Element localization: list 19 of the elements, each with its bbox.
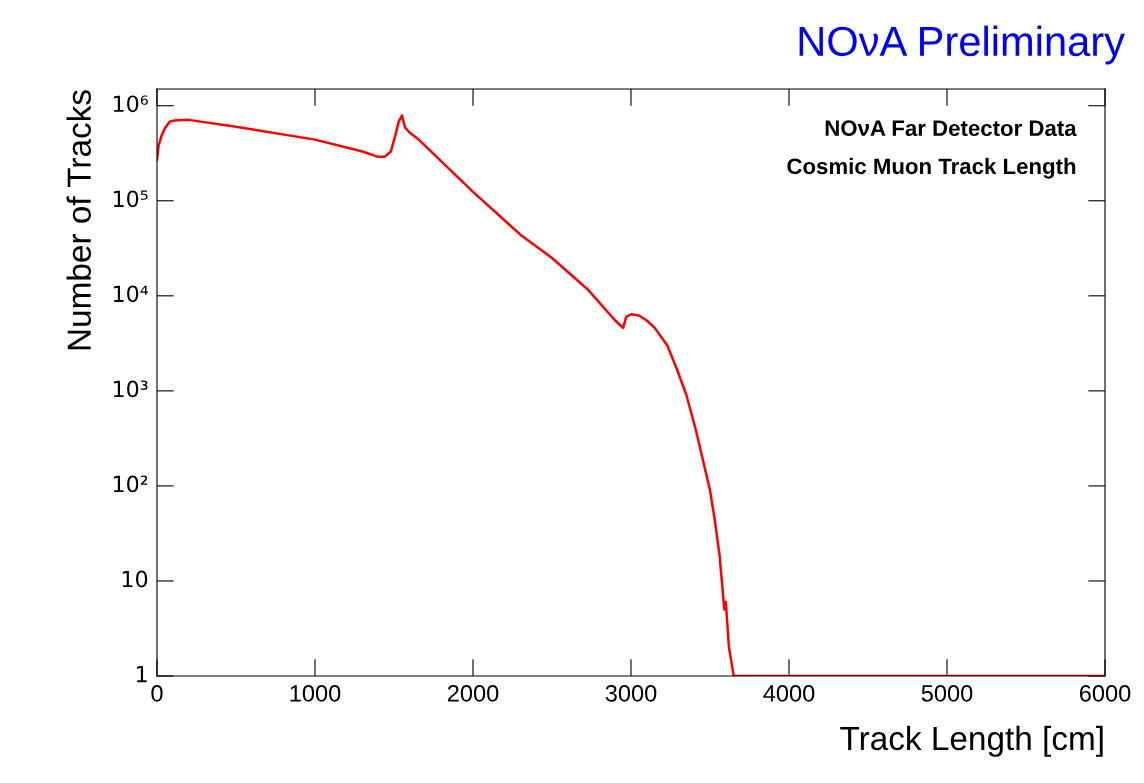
y-tick-label: 1 [136, 665, 147, 683]
y-axis-title: Number of Tracks [66, 90, 91, 350]
chart-title: NOνA Preliminary [799, 25, 1125, 65]
x-tick-label: 0 [151, 684, 163, 702]
y-tick-label: 10 [122, 570, 148, 588]
annotation: Cosmic Muon Track Length [787, 157, 1076, 179]
x-tick-label: 3000 [605, 684, 657, 702]
y-tick-label: 10² [113, 475, 148, 493]
x-tick-label: 1000 [290, 684, 341, 702]
y-tick-label: 10⁴ [113, 285, 148, 303]
annotation: NOνA Far Detector Data [825, 120, 1077, 137]
y-tick-label: 10⁶ [113, 95, 148, 113]
x-tick-label: 2000 [447, 684, 499, 702]
x-tick-label: 5000 [921, 684, 973, 702]
x-tick-label: 6000 [1079, 684, 1131, 702]
y-tick-label: 10⁵ [113, 190, 148, 208]
x-axis-title: Track Length [cm] [840, 725, 1103, 757]
y-tick-label: 10³ [113, 380, 148, 398]
x-tick-label: 4000 [763, 684, 815, 702]
